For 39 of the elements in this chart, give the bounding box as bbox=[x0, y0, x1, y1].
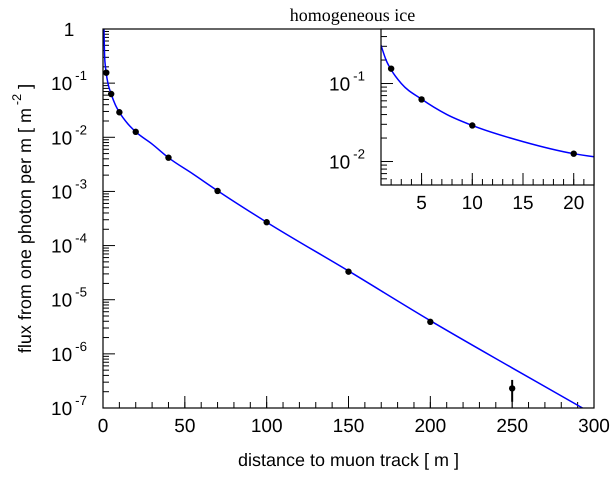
x-tick-label: 150 bbox=[332, 416, 364, 437]
point bbox=[214, 188, 221, 194]
x-tick-label: 5 bbox=[416, 193, 427, 214]
x-tick-label: 250 bbox=[496, 416, 528, 437]
x-tick-label: 20 bbox=[563, 193, 584, 214]
x-tick-label: 50 bbox=[174, 416, 196, 437]
point bbox=[469, 122, 476, 129]
point bbox=[263, 219, 270, 226]
line-series bbox=[381, 44, 594, 158]
y-tick-label: 10$^{-5}$ bbox=[51, 284, 87, 312]
x-tick-label: 10 bbox=[462, 193, 483, 214]
y-tick-label: 10$^{-2}$ bbox=[51, 122, 87, 150]
y-tick-label: 10$^{-3}$ bbox=[51, 176, 87, 204]
y-tick-label: 10$^{-7}$ bbox=[51, 393, 87, 420]
y-tick-label: 10$^{-2}$ bbox=[329, 146, 365, 174]
chart-title: homogeneous ice bbox=[290, 5, 416, 25]
x-tick-label: 0 bbox=[98, 416, 108, 437]
point bbox=[116, 109, 123, 116]
x-tick-label: 300 bbox=[578, 416, 610, 437]
point bbox=[165, 154, 172, 161]
point bbox=[108, 90, 114, 98]
point bbox=[388, 65, 394, 72]
x-tick-label: 200 bbox=[414, 416, 446, 437]
y-tick-label: 10$^{-4}$ bbox=[51, 230, 87, 258]
x-tick-label: 15 bbox=[512, 193, 534, 214]
point bbox=[418, 96, 425, 103]
x-axis-title: distance to muon track [ m ] bbox=[238, 450, 460, 470]
point bbox=[132, 128, 139, 136]
x-tick-label: 100 bbox=[250, 416, 283, 437]
line-series bbox=[103, 29, 584, 408]
point bbox=[427, 318, 434, 326]
point bbox=[345, 268, 352, 275]
point bbox=[508, 385, 516, 392]
y-tick-label: 1 bbox=[64, 20, 74, 41]
point bbox=[570, 150, 577, 157]
point bbox=[103, 69, 110, 76]
y-tick-label: 10$^{-6}$ bbox=[51, 339, 87, 366]
y-tick-label: 10$^{-1}$ bbox=[329, 68, 365, 96]
y-tick-label: 10$^{-1}$ bbox=[51, 68, 87, 96]
